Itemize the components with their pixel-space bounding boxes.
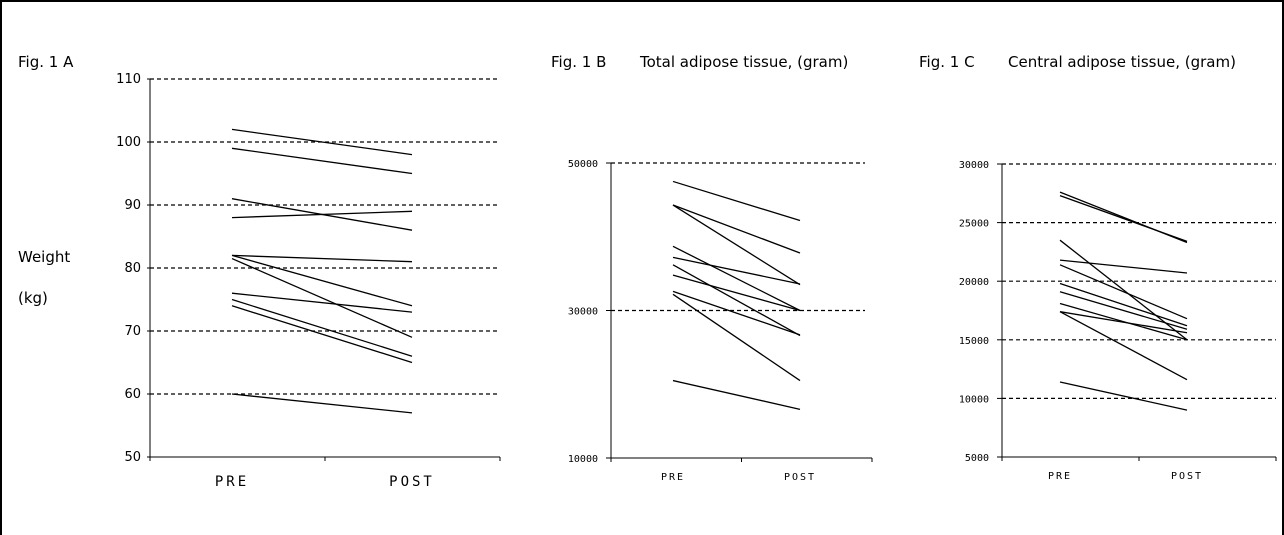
panel-c-series-line-9	[1059, 311, 1188, 334]
panel-a-ytick-label-80: 80	[124, 261, 141, 276]
panel-b-series-line-6	[672, 264, 801, 337]
panel-a-series-line-10	[231, 305, 413, 364]
panel-a-series-line-5	[231, 254, 413, 263]
panel-c-ytick-label-15000: 15000	[959, 336, 989, 347]
panel-b-series-line-5	[672, 256, 801, 285]
panel-b-ytick-label-50000: 50000	[568, 159, 598, 170]
panel-a-ytick-label-70: 70	[124, 324, 141, 339]
panel-c-category-label-post: POST	[1171, 471, 1203, 482]
panel-b-category-label-pre: PRE	[661, 472, 685, 483]
panel-a-ytick-label-90: 90	[124, 198, 141, 213]
panel-b-series-line-2	[672, 204, 801, 254]
panel-c-ytick-label-10000: 10000	[959, 394, 989, 405]
panel-a-series-line-1	[231, 128, 413, 156]
panel-c-series-line-11	[1059, 381, 1188, 411]
panel-b-series-line-7	[672, 274, 801, 312]
panel-c-category-label-pre: PRE	[1048, 471, 1072, 482]
panel-c-series-line-5	[1059, 264, 1188, 320]
panel-c-series-line-6	[1059, 282, 1188, 327]
panel-c-plot: 5000 10000 15000 20000 25000 30000 PRE POST	[959, 160, 1277, 482]
panel-b-plot: 10000 30000 50000 PRE POST	[568, 159, 873, 483]
panel-c-series-line-4	[1059, 259, 1188, 274]
panel-a-series-line-7	[231, 257, 413, 338]
panel-a-ytick-label-100: 100	[116, 135, 141, 150]
panel-a-series-line-2	[231, 147, 413, 175]
panel-a-ylabel-line2: (kg)	[18, 289, 48, 307]
panel-c-ytick-label-20000: 20000	[959, 277, 989, 288]
panel-a-ytick-label-110: 110	[116, 72, 141, 87]
panel-a-category-label-pre: PRE	[215, 474, 249, 490]
panel-a-ytick-label-60: 60	[124, 387, 141, 402]
panel-b-category-label-post: POST	[784, 472, 816, 483]
panel-b-label: Fig. 1 B	[551, 53, 606, 71]
panel-a-label: Fig. 1 A	[18, 53, 74, 71]
panel-b-series-line-3	[672, 204, 801, 286]
panel-b-series-line-10	[672, 379, 801, 410]
panel-b-title: Total adipose tissue, (gram)	[639, 53, 848, 71]
panel-c-title: Central adipose tissue, (gram)	[1008, 53, 1236, 71]
panel-b-ytick-label-10000: 10000	[568, 454, 598, 465]
panel-b-series-line-8	[672, 290, 801, 336]
panel-c-label: Fig. 1 C	[919, 53, 975, 71]
panel-b-series-line-9	[672, 293, 801, 382]
panel-a-series-line-6	[231, 254, 413, 307]
panel-a-series-line-4	[231, 210, 413, 219]
panel-a-series-line-9	[231, 298, 413, 357]
panel-c-series-line-10	[1059, 311, 1188, 381]
panel-b-series-line-1	[672, 180, 801, 222]
panel-a-plot: 50 60 70 80 90 100 110 PRE POST	[116, 72, 501, 490]
panel-a-series-line-11	[231, 393, 413, 414]
panel-c-ytick-label-25000: 25000	[959, 219, 989, 230]
panel-c-ytick-label-5000: 5000	[965, 453, 989, 464]
panel-b-series-line-4	[672, 245, 801, 312]
panel-a-category-label-post: POST	[389, 474, 435, 490]
panel-c-series-line-2	[1059, 195, 1188, 242]
panel-c-ytick-label-30000: 30000	[959, 160, 989, 171]
panel-c-series-line-7	[1059, 291, 1188, 330]
panel-a-ylabel-line1: Weight	[18, 248, 70, 266]
panel-a-ytick-label-50: 50	[124, 450, 141, 465]
panel-b-ytick-label-30000: 30000	[568, 307, 598, 318]
panel-a-series-line-8	[231, 292, 413, 313]
